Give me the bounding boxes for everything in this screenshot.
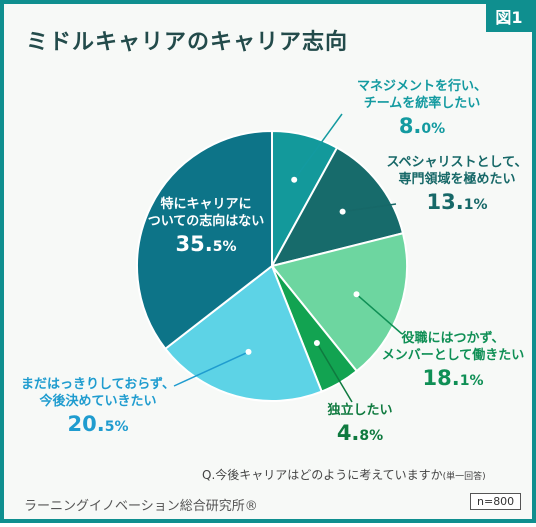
pie-slice-member xyxy=(270,232,408,373)
leader-line-specialist xyxy=(342,203,397,213)
pie-slice-no-preference xyxy=(136,129,273,351)
figure-number-tag: 図1 xyxy=(486,4,532,32)
pie-chart xyxy=(136,113,408,403)
slice-label-no-preference: 特にキャリアに ついての志向はない 35.5% xyxy=(147,197,265,256)
leader-dot-specialist xyxy=(339,208,346,215)
leader-dot-independent xyxy=(313,340,320,346)
pie-slices xyxy=(136,129,408,402)
survey-question: Q.今後キャリアはどのように考えていますか(単一回答) xyxy=(202,468,486,482)
leader-line-management xyxy=(293,113,343,181)
chart-title: ミドルキャリアのキャリア志向 xyxy=(26,30,349,55)
leader-dot-management xyxy=(291,176,298,183)
leader-line-independent xyxy=(316,342,353,403)
leader-line-member xyxy=(356,293,403,335)
pie-slice-specialist xyxy=(270,146,405,268)
pie-slice-undecided xyxy=(163,264,323,402)
slice-label-independent: 独立したい 4.8% xyxy=(327,403,393,445)
leader-dot-member xyxy=(353,291,360,298)
sample-size-badge: n=800 xyxy=(470,493,522,510)
leader-lines xyxy=(173,113,403,403)
leader-line-undecided xyxy=(173,351,249,387)
slice-label-management: マネジメントを行い、 チームを統率したい 8.0% xyxy=(356,79,487,138)
slice-label-specialist: スペシャリストとして、 専門領域を極めたい 13.1% xyxy=(386,155,528,214)
slice-label-member: 役職にはつかず、 メンバーとして働きたい 18.1% xyxy=(381,331,525,390)
publisher-credit: ラーニングイノベーション総合研究所® xyxy=(24,499,258,514)
leader-dot-undecided xyxy=(245,348,252,355)
slice-label-undecided: まだはっきりしておらず、 今後決めていきたい 20.5% xyxy=(20,377,176,436)
